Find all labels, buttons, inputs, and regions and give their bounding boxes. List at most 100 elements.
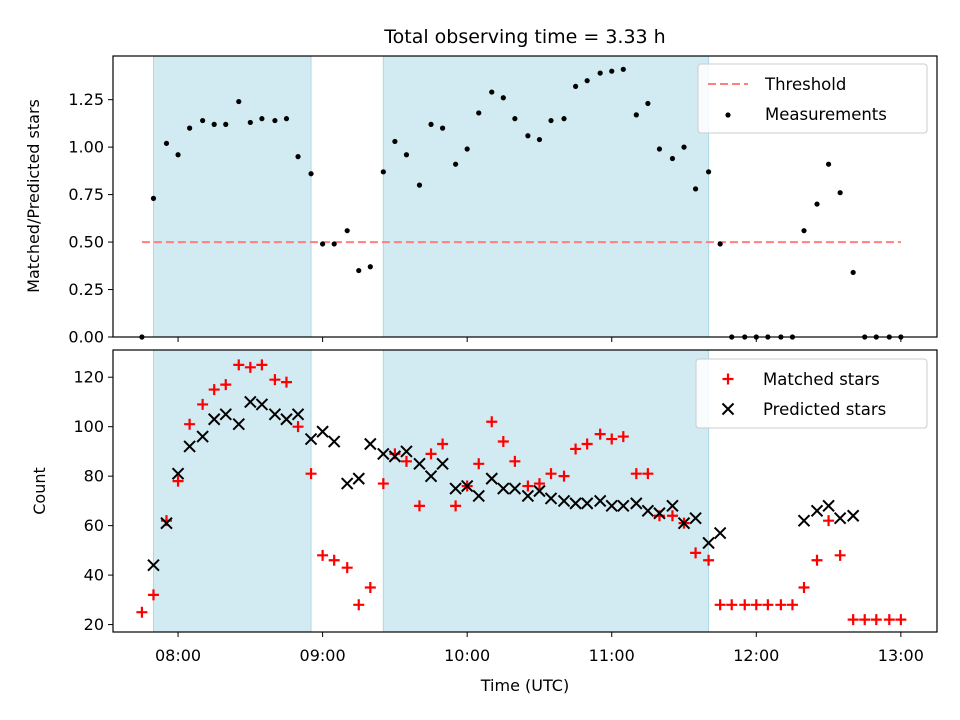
matched-star-point [147,589,159,601]
predicted-star-point [472,489,485,503]
measurement-point [814,201,820,207]
count-legend-box [695,358,928,429]
matched-star-point [714,599,726,611]
predicted-star-point [630,497,643,510]
predicted-star-point [797,514,811,527]
measurement-point [489,89,495,95]
matched-stars-legend-label: Matched stars [763,370,880,389]
matched-star-point [172,475,184,487]
matched-star-point [244,361,256,373]
predicted-star-point [327,435,341,448]
ratio-x-ticks [177,337,902,342]
matched-star-point [630,468,642,480]
matched-star-point [666,510,678,522]
count-x-axis: 08:00 09:00 10:00 11:00 12:00 13:00 [155,632,924,665]
predicted-star-point [316,425,329,438]
predicted-star-point [508,482,522,495]
ratio-y-axis-title: Matched/Predicted stars [24,99,43,293]
measurement-point [692,186,699,192]
matched-star-point [522,480,534,492]
matched-star-point [594,428,606,440]
measurements-legend-marker [725,112,731,118]
matched-star-point [823,515,835,527]
matched-star-point [545,468,557,480]
predicted-star-point [544,492,558,505]
shaded-interval [382,55,710,338]
measurement-point [163,140,170,146]
x-tick-label: 08:00 [155,646,201,665]
measurement-point [584,78,590,84]
matched-star-point [305,468,317,480]
predicted-star-point [424,469,438,483]
matched-star-point [208,384,220,396]
measurement-point [453,161,459,167]
measurement-point [320,241,326,247]
shaded-interval [382,349,710,633]
count-shaded-intervals [152,349,710,633]
measurement-point [609,68,615,74]
measurement-point [187,125,193,131]
y-tick-label: 1.00 [68,138,104,157]
matched-star-point [533,478,545,490]
matched-star-point [606,433,618,445]
predicted-star-point [833,512,847,525]
matched-star-point [762,599,774,611]
predicted-star-point [569,497,582,510]
measurement-point [403,152,410,158]
predicted-star-point [846,509,860,522]
chart-title: Total observing time = 3.33 h [383,26,665,48]
measurement-point [597,70,603,76]
matched-star-point [703,554,715,566]
measurement-point [476,110,482,116]
measurement-point [211,121,217,127]
measurement-point [801,228,807,234]
y-tick-label: 1.25 [68,90,104,109]
shaded-interval [152,349,312,633]
predicted-star-point [207,413,221,426]
measurement-point [512,116,518,122]
count-plot-frame [112,349,938,633]
predicted-stars-legend-label: Predicted stars [763,400,886,419]
measurement-point [344,228,350,234]
predicted-star-point [388,450,402,463]
measurement-point [633,112,639,118]
y-tick-label: 20 [84,615,104,634]
measurements-legend-label: Measurements [765,105,887,124]
ratio-y-axis: 0.00 0.25 0.50 0.75 1.00 1.25 [68,90,113,347]
y-tick-label: 0.25 [68,280,104,299]
measurement-point [837,190,843,196]
y-tick-label: 0.75 [68,185,104,204]
predicted-star-point [280,413,293,426]
measurement-point [464,146,470,152]
x-axis-title: Time (UTC) [480,676,569,695]
ratio-points [139,66,904,340]
ratio-plot-frame [112,55,938,338]
matched-star-point [775,599,787,611]
predicted-star-point [413,457,426,470]
predicted-star-point [364,437,377,451]
predicted-star-point [533,484,546,498]
matched-star-point [197,398,209,410]
ratio-panel: 0.00 0.25 0.50 0.75 1.00 1.25 Matched/Predict… [24,55,938,347]
measurement-point [669,155,676,162]
predicted-star-point [713,526,727,540]
matched-star-point [570,443,582,455]
predicted-star-point [244,395,257,409]
matched-star-point [473,458,485,470]
matched-star-point [642,468,654,480]
measurement-point [150,195,157,201]
matched-star-point [870,614,882,626]
measurement-point [175,152,181,158]
y-tick-label: 60 [84,516,104,535]
measurement-point [259,116,265,122]
matched-star-point [558,470,570,482]
matched-star-point [859,614,871,626]
matched-star-point [811,554,823,566]
measurement-point [536,136,543,143]
measurement-point [367,264,373,270]
matched-star-point [364,581,376,593]
matched-star-point [233,359,245,371]
predicted-star-point [497,482,510,495]
predicted-star-point [485,472,498,485]
predicted-star-point [171,467,185,480]
